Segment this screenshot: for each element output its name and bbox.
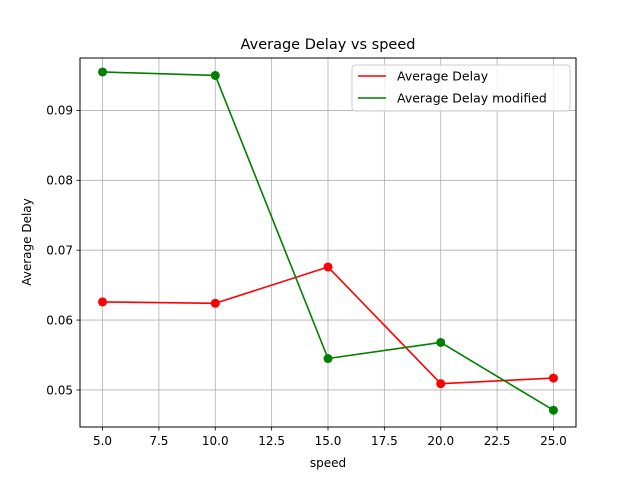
x-tick-label: 22.5 bbox=[484, 434, 511, 448]
x-tick-label: 5.0 bbox=[93, 434, 112, 448]
x-tick-label: 20.0 bbox=[427, 434, 454, 448]
chart-title: Average Delay vs speed bbox=[241, 37, 416, 53]
data-point-0 bbox=[210, 298, 220, 308]
y-axis-label: Average Delay bbox=[20, 198, 34, 286]
y-tick-label: 0.06 bbox=[46, 313, 73, 327]
grid bbox=[80, 58, 576, 427]
data-point-0 bbox=[436, 379, 446, 389]
ticks: 5.0 7.5 10.0 12.5 15.0 17.5 20.0 22.5 25.0 0.05 0.… bbox=[46, 104, 567, 448]
x-tick-label: 12.5 bbox=[258, 434, 285, 448]
x-tick-label: 10.0 bbox=[202, 434, 229, 448]
series-layer bbox=[98, 67, 558, 415]
data-point-1 bbox=[436, 337, 446, 347]
legend-box bbox=[351, 64, 571, 112]
data-point-0 bbox=[548, 373, 558, 383]
data-point-1 bbox=[98, 67, 108, 77]
legend-label-average-delay-modified: Average Delay modified bbox=[397, 91, 547, 106]
x-tick-label: 25.0 bbox=[540, 434, 567, 448]
data-point-1 bbox=[210, 70, 220, 80]
x-tick-label: 17.5 bbox=[371, 434, 398, 448]
y-tick-label: 0.07 bbox=[46, 243, 73, 257]
data-point-0 bbox=[323, 262, 333, 272]
data-point-1 bbox=[323, 354, 333, 364]
x-tick-label: 15.0 bbox=[315, 434, 342, 448]
y-tick-label: 0.08 bbox=[46, 174, 73, 188]
legend: Average Delay Average Delay modified bbox=[351, 64, 571, 112]
y-tick-label: 0.05 bbox=[46, 383, 73, 397]
x-axis-label: speed bbox=[310, 456, 346, 470]
y-tick-label: 0.09 bbox=[46, 104, 73, 118]
x-tick-label: 7.5 bbox=[149, 434, 168, 448]
data-point-0 bbox=[98, 297, 108, 307]
legend-label-average-delay: Average Delay bbox=[397, 69, 489, 84]
data-point-1 bbox=[548, 405, 558, 415]
